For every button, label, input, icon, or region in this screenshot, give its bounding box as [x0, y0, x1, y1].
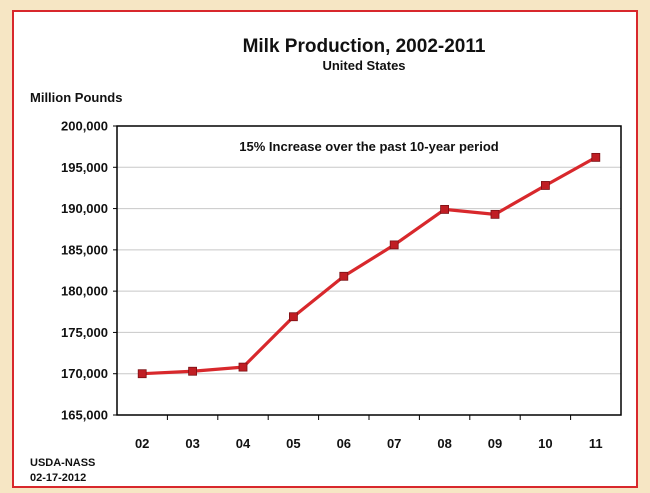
- data-point-marker: [541, 181, 550, 190]
- y-tick-label: 165,000: [61, 408, 108, 423]
- series-milk-production: [137, 152, 601, 379]
- y-axis-label: Million Pounds: [30, 90, 122, 105]
- data-point-marker: [188, 366, 198, 376]
- y-tick-label: 180,000: [61, 284, 108, 299]
- axis-ticks: 165,000 170,000 175,000 180,000 185,000 190,0…: [61, 119, 603, 452]
- x-tick-label: 03: [185, 436, 199, 451]
- data-point-marker: [389, 240, 399, 250]
- y-tick-label: 200,000: [61, 119, 108, 134]
- x-tick-label: 05: [286, 436, 300, 451]
- x-tick-label: 11: [589, 436, 603, 451]
- data-point-marker: [288, 312, 298, 322]
- x-tick-label: 09: [488, 436, 502, 451]
- y-tick-label: 170,000: [61, 366, 108, 381]
- data-point-marker: [490, 209, 500, 219]
- source-date: 02-17-2012: [30, 472, 86, 484]
- data-point-marker: [440, 204, 450, 214]
- series-line: [142, 155, 597, 376]
- x-tick-label: 07: [387, 436, 401, 451]
- data-point-marker: [339, 271, 349, 281]
- plot-area: [116, 125, 622, 416]
- x-tick-label: 02: [135, 436, 149, 451]
- chart-annotation: 15% Increase over the past 10-year perio…: [239, 139, 498, 154]
- x-tick-label: 04: [236, 436, 251, 451]
- source-label: USDA-NASS: [30, 457, 95, 469]
- chart-subtitle: United States: [322, 58, 405, 73]
- data-point-marker: [591, 152, 601, 162]
- y-tick-label: 185,000: [61, 242, 108, 257]
- data-point-marker: [137, 369, 147, 379]
- x-tick-label: 08: [437, 436, 451, 451]
- y-tick-label: 175,000: [61, 325, 108, 340]
- x-tick-label: 06: [337, 436, 351, 451]
- chart-canvas: Milk Production, 2002-2011 United States…: [30, 36, 622, 484]
- data-point-marker: [238, 362, 248, 372]
- y-tick-label: 195,000: [61, 160, 108, 175]
- x-tick-label: 10: [538, 436, 552, 451]
- chart-frame: Milk Production, 2002-2011 United States…: [12, 10, 638, 488]
- chart-title: Milk Production, 2002-2011: [243, 36, 486, 57]
- y-tick-label: 190,000: [61, 201, 108, 216]
- gridlines: [117, 166, 621, 375]
